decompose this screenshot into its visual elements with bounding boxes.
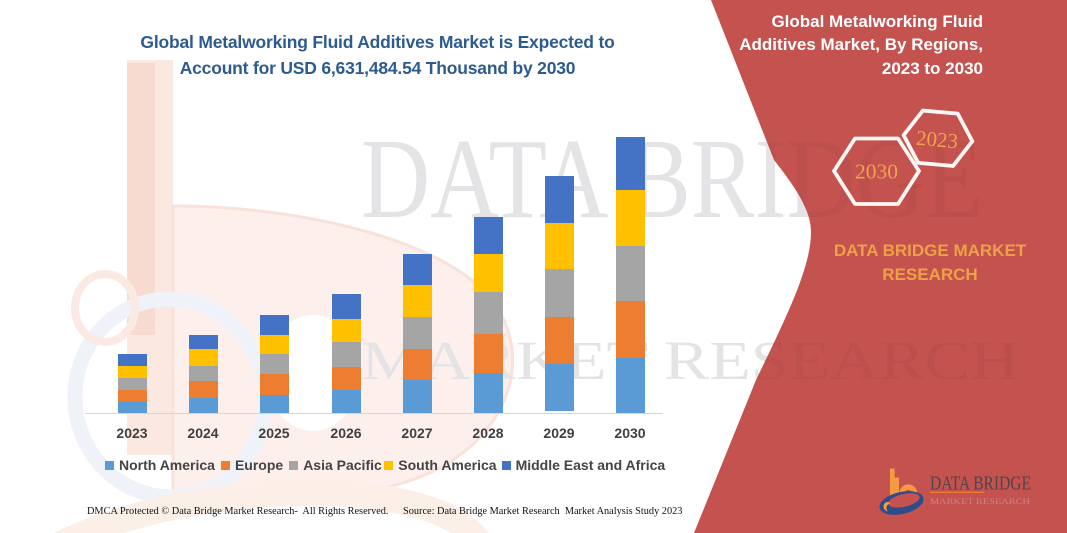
svg-text:2023: 2023 (915, 126, 959, 154)
svg-text:2030: 2030 (855, 160, 898, 184)
svg-text:MARKET RESEARCH: MARKET RESEARCH (930, 496, 1030, 506)
svg-text:DATA BRIDGE: DATA BRIDGE (930, 474, 1031, 495)
